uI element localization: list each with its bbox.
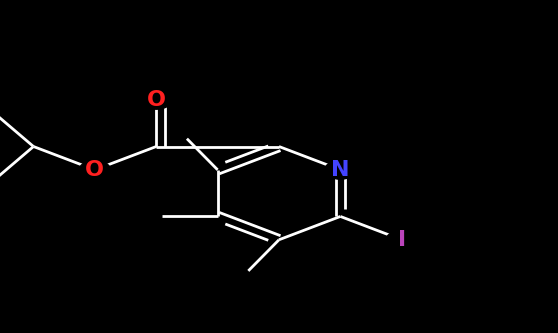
Circle shape <box>386 230 417 249</box>
Text: O: O <box>85 160 104 180</box>
Text: N: N <box>331 160 350 180</box>
Circle shape <box>79 161 110 179</box>
Circle shape <box>141 91 172 109</box>
Text: I: I <box>398 230 406 250</box>
Text: O: O <box>147 90 166 110</box>
Circle shape <box>325 161 356 179</box>
